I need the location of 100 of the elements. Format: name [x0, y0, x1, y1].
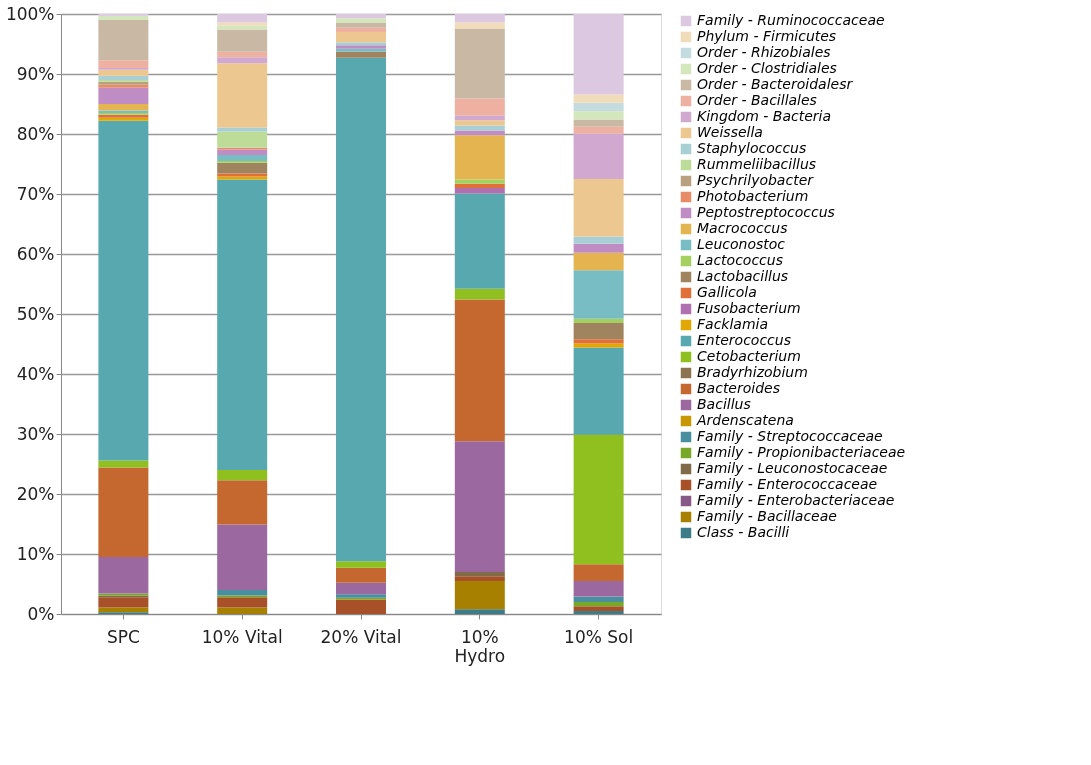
legend-label: Family - Leuconostocaceae: [697, 460, 888, 476]
bar: [573, 606, 624, 611]
bar: [573, 252, 624, 271]
legend-label: Peptostreptococcus: [697, 204, 835, 220]
bar: [573, 102, 624, 112]
legend-label: Bacteroides: [697, 380, 780, 396]
legend-label: Order - Bacillales: [697, 92, 817, 108]
bar: [98, 69, 149, 76]
bar: [217, 14, 268, 23]
bar: [217, 179, 268, 470]
bar: [454, 188, 505, 194]
bar: [98, 467, 149, 557]
bar: [336, 18, 386, 23]
bar: [98, 15, 149, 20]
bar: [217, 127, 268, 132]
legend-label: Class - Bacilli: [697, 524, 790, 540]
bar: [573, 596, 624, 602]
legend-label: Family - Propionibacteriaceae: [697, 444, 906, 460]
bar: [454, 179, 505, 184]
bar: [573, 133, 624, 179]
legend-label: Macrococcus: [697, 220, 788, 236]
bar: [454, 609, 505, 614]
y-tick-label: 30%: [16, 423, 55, 444]
y-tick-label: 0%: [27, 603, 55, 624]
bar: [454, 288, 505, 300]
legend-label: Ardenscatena: [696, 412, 794, 428]
bar: [217, 131, 268, 148]
bar: [217, 155, 268, 161]
y-tick-label: 10%: [16, 543, 55, 564]
bar: [217, 480, 268, 525]
bar: [573, 126, 624, 134]
bar: [98, 607, 149, 613]
x-tick-label: 10% Vital: [201, 626, 283, 647]
bar: [98, 20, 149, 61]
legend-label: Gallicola: [697, 284, 757, 300]
bar: [454, 572, 505, 577]
bar: [573, 347, 624, 435]
bar: [336, 27, 386, 32]
bar: [454, 115, 505, 121]
bar: [217, 470, 268, 481]
bar: [573, 236, 624, 244]
bar: [98, 120, 149, 461]
bar: [573, 602, 624, 607]
x-tick-label: 10% Sol: [564, 626, 634, 647]
bar: [336, 561, 386, 568]
bar: [98, 87, 149, 104]
bar: [573, 564, 624, 581]
bar: [573, 94, 624, 103]
legend-label: Family - Streptococcaceae: [697, 428, 883, 444]
bar: [454, 14, 505, 23]
bar: [454, 120, 505, 126]
legend-label: Order - Bacteroidalesr: [697, 76, 854, 92]
legend-label: Leuconostoc: [697, 236, 786, 252]
legend-label: Lactococcus: [697, 252, 783, 268]
legend-label: Staphylococcus: [697, 140, 807, 156]
y-tick-label: 40%: [16, 363, 55, 384]
bar: [573, 343, 624, 348]
bar: [217, 524, 268, 590]
bar: [573, 611, 624, 614]
bar: [336, 567, 386, 583]
bar: [217, 63, 268, 128]
bar: [336, 14, 386, 19]
legend-label: Psychrilyobacter: [697, 172, 815, 188]
bar: [217, 149, 268, 155]
bar: [98, 60, 149, 68]
bar: [454, 28, 505, 99]
y-tick-label: 70%: [16, 183, 55, 204]
legend-label: Enterococcus: [697, 332, 791, 348]
x-tick-label: SPC: [106, 626, 140, 647]
legend-label: Fusobacterium: [697, 300, 801, 316]
bar: [98, 597, 149, 608]
bar: [573, 581, 624, 597]
bar: [217, 590, 268, 596]
legend-label: Order - Rhizobiales: [697, 44, 831, 60]
legend-label: Rummeliibacillus: [697, 156, 817, 172]
legend-label: Bacillus: [697, 396, 751, 412]
bar: [98, 104, 149, 111]
bar: [454, 130, 505, 136]
bar: [454, 135, 505, 180]
y-tick-label: 20%: [16, 483, 55, 504]
bar: [98, 557, 149, 594]
bar: [336, 57, 386, 562]
bar: [217, 162, 268, 174]
bar: [454, 576, 505, 581]
y-tick-label: 100%: [5, 3, 55, 24]
x-tick-label: 20% Vital: [320, 626, 402, 647]
bar: [217, 597, 268, 608]
bar: [217, 607, 268, 614]
bar: [454, 299, 505, 442]
legend-label: Family - Enterococcaceae: [697, 476, 878, 492]
bar: [217, 22, 268, 26]
y-tick-label: 50%: [16, 303, 55, 324]
legend-label: Facklamia: [697, 316, 769, 332]
bar: [573, 318, 624, 323]
bar: [98, 75, 149, 80]
bar: [454, 98, 505, 116]
legend-label: Photobacterium: [697, 188, 809, 204]
bar: [454, 183, 505, 188]
bar: [573, 323, 624, 340]
bar: [573, 111, 624, 120]
